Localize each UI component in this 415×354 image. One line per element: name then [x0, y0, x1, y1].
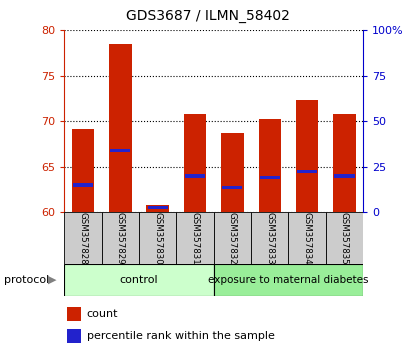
Bar	[251, 212, 288, 264]
Bar	[176, 212, 214, 264]
Text: GSM357833: GSM357833	[265, 212, 274, 264]
Bar	[260, 176, 280, 179]
Text: GSM357830: GSM357830	[153, 212, 162, 264]
Bar	[72, 129, 94, 212]
Bar	[221, 133, 244, 212]
Text: ▶: ▶	[48, 275, 56, 285]
Bar	[148, 206, 168, 210]
Bar	[64, 264, 214, 296]
Bar	[259, 119, 281, 212]
Bar	[297, 170, 317, 173]
Text: percentile rank within the sample: percentile rank within the sample	[87, 331, 275, 341]
Text: GSM357834: GSM357834	[303, 212, 312, 264]
Text: GSM357831: GSM357831	[190, 212, 200, 264]
Text: GSM357829: GSM357829	[116, 212, 125, 264]
Bar	[64, 212, 102, 264]
Text: GDS3687 / ILMN_58402: GDS3687 / ILMN_58402	[126, 9, 289, 23]
Text: GSM357835: GSM357835	[340, 212, 349, 264]
Bar	[334, 174, 354, 178]
Text: protocol: protocol	[4, 275, 49, 285]
Bar	[109, 44, 132, 212]
Bar	[222, 186, 242, 189]
Bar	[333, 114, 356, 212]
Text: control: control	[120, 275, 159, 285]
Bar	[214, 264, 363, 296]
Bar	[67, 307, 81, 321]
Bar	[139, 212, 176, 264]
Bar	[73, 183, 93, 187]
Bar	[214, 212, 251, 264]
Bar	[326, 212, 363, 264]
Bar	[185, 174, 205, 178]
Text: count: count	[87, 309, 118, 319]
Bar	[296, 100, 318, 212]
Bar	[102, 212, 139, 264]
Bar	[67, 329, 81, 343]
Bar	[110, 149, 130, 152]
Text: exposure to maternal diabetes: exposure to maternal diabetes	[208, 275, 369, 285]
Bar	[288, 212, 326, 264]
Text: GSM357832: GSM357832	[228, 212, 237, 264]
Text: GSM357828: GSM357828	[78, 212, 88, 264]
Bar	[184, 114, 206, 212]
Bar	[146, 205, 169, 212]
